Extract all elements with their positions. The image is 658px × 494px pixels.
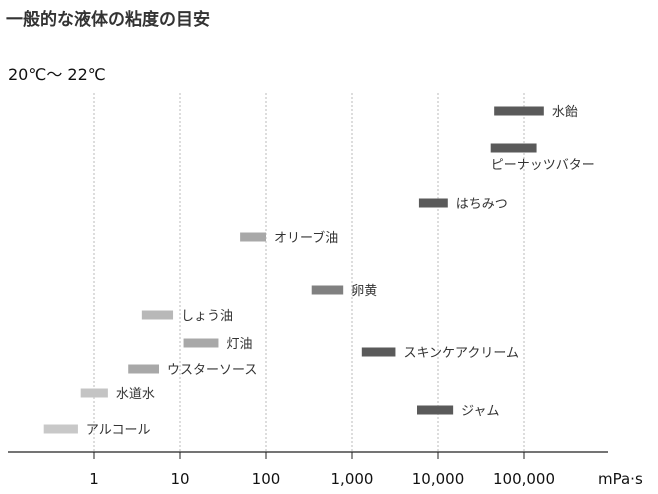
x-tick-label: 1	[89, 470, 99, 488]
x-tick-label: 10	[170, 470, 189, 488]
range-bar	[311, 285, 344, 295]
bar-label: しょう油	[181, 309, 233, 324]
x-axis-unit: mPa·s	[598, 470, 643, 488]
x-tick-label: 10,000	[412, 470, 465, 488]
range-bar	[490, 143, 537, 153]
x-tick-label: 100	[252, 470, 281, 488]
range-bar	[80, 388, 108, 398]
bar-label: オリーブ油	[274, 230, 338, 246]
x-tick-label: 100,000	[493, 470, 555, 488]
bar-label: はちみつ	[456, 197, 508, 212]
grid-lines	[93, 93, 525, 452]
range-bar	[128, 364, 160, 374]
bars: 水飴ピーナッツバターはちみつオリーブ油卵黄しょう油灯油スキンケアクリームウスター…	[43, 105, 595, 438]
bar-label: ウスターソース	[167, 363, 257, 378]
range-bar	[494, 106, 544, 116]
range-bar	[418, 198, 448, 208]
bar-label: 水飴	[552, 105, 578, 120]
range-bar	[240, 232, 266, 242]
range-bar	[417, 405, 454, 415]
range-bar	[141, 310, 174, 320]
bar-label: ピーナッツバター	[491, 158, 595, 173]
range-bar	[361, 347, 396, 357]
bar-label: ジャム	[461, 404, 499, 419]
range-bar	[183, 338, 219, 348]
bar-label: スキンケアクリーム	[403, 346, 519, 361]
chart-subtitle: 20℃～ 22℃	[8, 65, 106, 84]
x-ticks: 1 10 100 1,000 10,000 100,000	[89, 452, 555, 488]
bar-label: 水道水	[116, 387, 155, 402]
chart-title: 一般的な液体の粘度の目安	[6, 10, 210, 30]
bar-label: アルコール	[86, 423, 151, 438]
bar-label: 卵黄	[351, 284, 377, 299]
range-bar	[43, 424, 78, 434]
bar-label: 灯油	[226, 337, 252, 352]
x-tick-label: 1,000	[331, 470, 374, 488]
